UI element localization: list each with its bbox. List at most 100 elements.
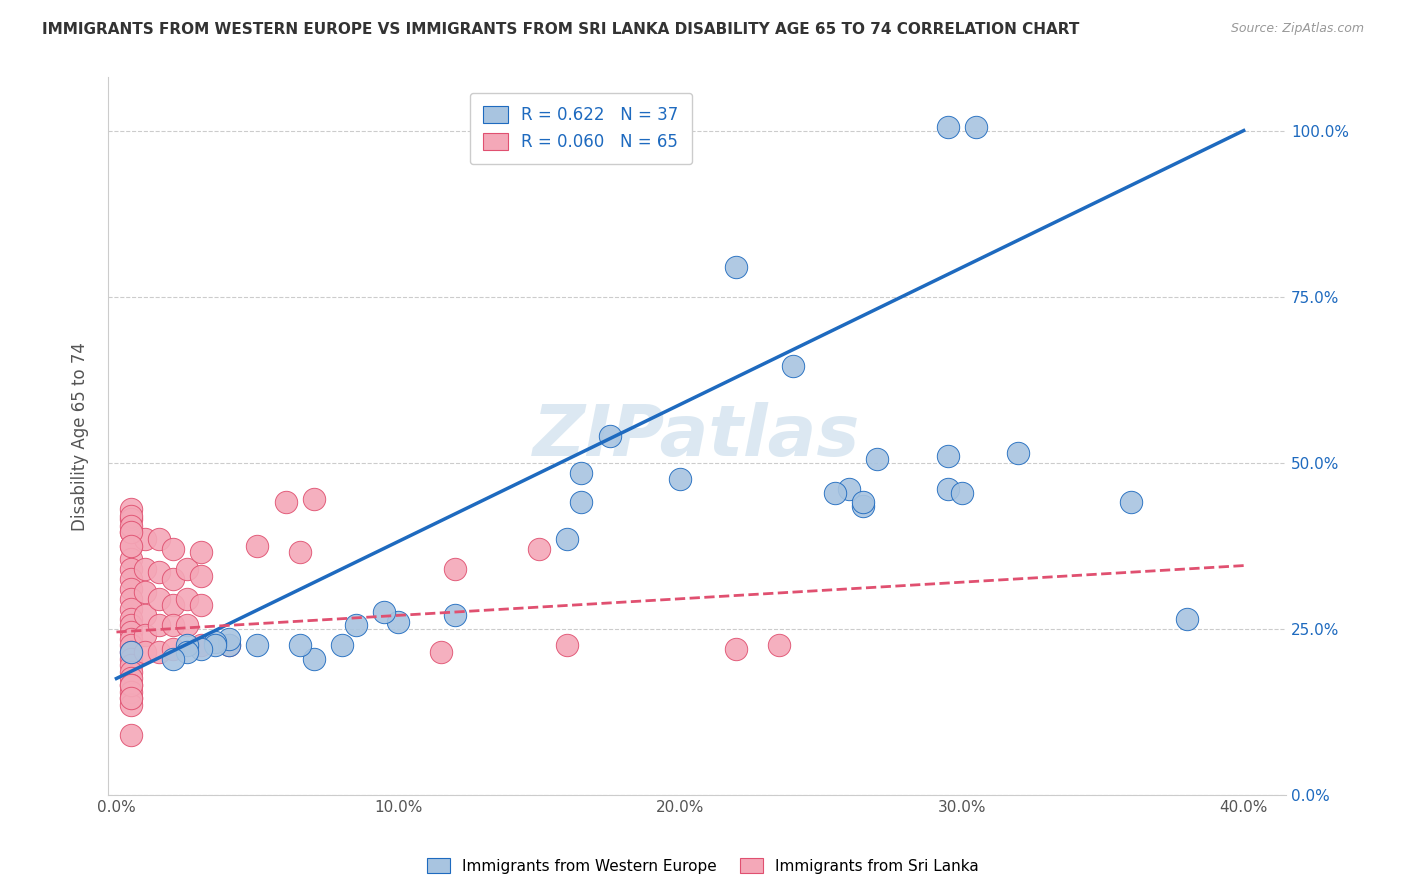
Point (134, 628, 156, 642)
Point (134, 608, 156, 623)
Point (120, 612, 142, 626)
Point (387, 615, 409, 629)
Point (571, 495, 593, 509)
Point (120, 512, 142, 526)
Point (852, 499, 875, 513)
Point (344, 618, 367, 632)
Point (120, 638, 142, 652)
Point (162, 641, 184, 656)
Point (120, 518, 142, 533)
Point (527, 541, 550, 556)
Point (120, 645, 142, 659)
Legend: Immigrants from Western Europe, Immigrants from Sri Lanka: Immigrants from Western Europe, Immigran… (420, 852, 986, 880)
Point (1007, 445, 1029, 459)
Point (162, 618, 184, 632)
Point (302, 651, 325, 665)
Point (443, 562, 465, 576)
Point (148, 565, 170, 579)
Point (782, 359, 804, 374)
Point (120, 625, 142, 640)
Point (120, 508, 142, 523)
Point (120, 562, 142, 576)
Point (120, 698, 142, 712)
Point (936, 449, 959, 463)
Point (288, 638, 311, 652)
Point (190, 638, 212, 652)
Legend: R = 0.622   N = 37, R = 0.060   N = 65: R = 0.622 N = 37, R = 0.060 N = 65 (470, 93, 692, 164)
Point (866, 452, 889, 467)
Point (274, 495, 297, 509)
Point (134, 645, 156, 659)
Y-axis label: Disability Age 65 to 74: Disability Age 65 to 74 (72, 342, 89, 531)
Point (148, 532, 170, 546)
Point (838, 482, 860, 496)
Text: ZIPatlas: ZIPatlas (533, 401, 860, 471)
Point (120, 678, 142, 692)
Point (557, 638, 579, 652)
Point (120, 691, 142, 706)
Point (725, 260, 748, 274)
Point (302, 492, 325, 507)
Point (120, 552, 142, 566)
Point (1119, 495, 1142, 509)
Point (204, 638, 226, 652)
Point (768, 638, 790, 652)
Point (176, 618, 198, 632)
Point (148, 591, 170, 606)
Point (190, 568, 212, 582)
Point (120, 601, 142, 615)
Point (134, 585, 156, 599)
Point (134, 532, 156, 546)
Point (950, 485, 973, 500)
Point (120, 685, 142, 699)
Text: IMMIGRANTS FROM WESTERN EUROPE VS IMMIGRANTS FROM SRI LANKA DISABILITY AGE 65 TO: IMMIGRANTS FROM WESTERN EUROPE VS IMMIGR… (42, 22, 1080, 37)
Point (190, 599, 212, 613)
Point (134, 562, 156, 576)
Point (162, 572, 184, 586)
Point (176, 645, 198, 659)
Point (176, 638, 198, 652)
Point (599, 429, 621, 443)
Point (148, 618, 170, 632)
Point (443, 608, 465, 623)
Point (120, 665, 142, 679)
Point (373, 605, 395, 619)
Point (218, 638, 240, 652)
Point (120, 651, 142, 665)
Point (429, 645, 451, 659)
Point (120, 658, 142, 673)
Point (1175, 612, 1198, 626)
Point (246, 539, 269, 553)
Point (120, 572, 142, 586)
Point (824, 485, 846, 500)
Point (162, 599, 184, 613)
Point (120, 502, 142, 516)
Point (936, 120, 959, 135)
Point (852, 495, 875, 509)
Point (120, 672, 142, 686)
Point (288, 545, 311, 559)
Point (120, 632, 142, 646)
Point (669, 472, 692, 486)
Point (725, 641, 748, 656)
Point (162, 651, 184, 665)
Point (162, 541, 184, 556)
Point (176, 591, 198, 606)
Point (120, 691, 142, 706)
Point (204, 635, 226, 649)
Point (120, 539, 142, 553)
Point (120, 618, 142, 632)
Point (120, 591, 142, 606)
Point (936, 482, 959, 496)
Point (246, 638, 269, 652)
Point (120, 539, 142, 553)
Point (190, 545, 212, 559)
Point (571, 466, 593, 480)
Point (190, 641, 212, 656)
Point (120, 728, 142, 742)
Point (218, 638, 240, 652)
Point (148, 645, 170, 659)
Point (120, 678, 142, 692)
Point (330, 638, 353, 652)
Point (218, 632, 240, 646)
